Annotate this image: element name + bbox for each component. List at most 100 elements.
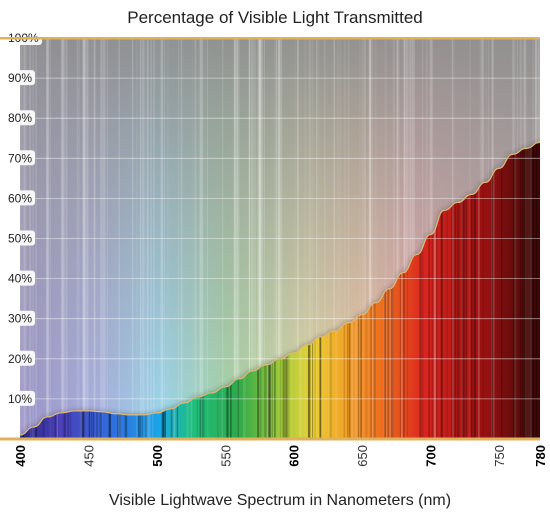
y-tick: 30% (4, 310, 35, 326)
spectrum-stripe (535, 142, 537, 439)
y-tick: 60% (4, 190, 35, 206)
plot-area (20, 38, 540, 439)
x-tick-label: 600 (287, 445, 302, 467)
spectrum-stripe (492, 142, 493, 439)
spectrum-stripe (529, 142, 530, 439)
spectrum-stripe (419, 142, 422, 439)
y-tick-box (4, 310, 35, 326)
y-tick-label: 40% (8, 272, 32, 286)
y-tick: 10% (4, 390, 35, 406)
spectrum-stripe (520, 142, 522, 439)
x-tick-label: 700 (424, 445, 439, 467)
spectrum-stripe (407, 142, 408, 439)
y-axis-ticks: 10%20%30%40%50%60%70%80%90%100% (4, 30, 42, 406)
spectrum-stripe (392, 142, 393, 439)
spectrum-stripe (514, 142, 515, 439)
y-tick-label: 50% (8, 232, 32, 246)
spectrum-stripe (435, 142, 438, 439)
y-tick-box (4, 150, 35, 166)
x-tick-label: 450 (81, 445, 96, 467)
y-tick-label: 90% (8, 71, 32, 85)
spectrum-stripe (525, 142, 527, 439)
spectrum-stripe (473, 142, 476, 439)
top-border (0, 37, 540, 40)
area-fill (20, 142, 540, 439)
spectrum-stripe (421, 142, 424, 439)
spectrum-stripe (513, 142, 515, 439)
spectrum-stripe (452, 142, 454, 439)
spectrum-stripe (532, 142, 535, 439)
y-tick-label: 30% (8, 312, 32, 326)
spectrum-stripe (440, 142, 443, 439)
y-tick: 40% (4, 270, 35, 286)
spectrum-stripe (523, 142, 525, 439)
spectrum-stripe (462, 142, 465, 439)
spectrum-stripe (525, 142, 527, 439)
spectrum-stripe (457, 142, 460, 439)
x-tick-label: 550 (218, 445, 233, 467)
y-tick: 20% (4, 350, 35, 366)
transmission-curve (20, 141, 540, 436)
spectrum-stripe (465, 142, 467, 439)
spectrum-stripe (529, 142, 531, 439)
chart-title: Percentage of Visible Light Transmitted (127, 8, 422, 27)
spectrum-stripe (478, 142, 480, 439)
spectrum-stripe (468, 142, 471, 439)
spectrum-stripe (428, 142, 430, 439)
spectrum-stripe (528, 142, 531, 439)
spectrum-stripe (401, 142, 405, 439)
y-tick-label: 20% (8, 352, 32, 366)
y-tick-box (4, 350, 35, 366)
spectrum-stripe (523, 142, 526, 439)
y-tick-label: 70% (8, 151, 32, 165)
spectrum-stripe (386, 142, 390, 439)
x-tick-label: 780 (533, 445, 548, 467)
spectrum-stripe (390, 142, 394, 439)
spectrum-stripe (446, 142, 448, 439)
x-tick-label: 750 (492, 445, 507, 467)
spectrum-stripe (433, 142, 436, 439)
spectrum-stripe (399, 142, 401, 439)
spectrum-stripe (529, 142, 532, 439)
spectrum-stripe (450, 142, 454, 439)
x-tick-label: 650 (355, 445, 370, 467)
spectrum-stripe (523, 142, 526, 439)
y-tick-box (4, 70, 35, 86)
x-tick-label: 400 (13, 445, 28, 467)
x-axis-line (0, 437, 540, 441)
spectrum-stripe (431, 142, 433, 439)
spectrum-stripe (402, 142, 405, 439)
spectrum-stripe (530, 142, 532, 439)
spectrum-stripe (482, 142, 485, 439)
spectrum-stripe (454, 142, 457, 439)
spectrum-stripe (522, 142, 525, 439)
y-tick: 50% (4, 230, 35, 246)
spectrum-stripe (432, 142, 433, 439)
y-tick-box (4, 390, 35, 406)
y-tick: 70% (4, 150, 35, 166)
x-axis-ticks: 400 450 500 550 600 650 700 750 780 (13, 445, 548, 467)
grid-lines (20, 77, 540, 400)
spectrum-stripe (433, 142, 436, 439)
y-tick: 90% (4, 70, 35, 86)
spectrum-stripe (471, 142, 473, 439)
spectrum-stripe (513, 142, 515, 439)
spectrum-stripe (386, 142, 388, 439)
y-tick-box (4, 230, 35, 246)
y-tick-label: 80% (8, 111, 32, 125)
y-tick-label: 10% (8, 392, 32, 406)
spectrum-stripe (526, 142, 528, 439)
spectrum-stripe (492, 142, 495, 439)
x-tick-label: 500 (150, 445, 165, 467)
spectrum-stripe (478, 142, 479, 439)
spectrum-stripe (461, 142, 463, 439)
spectrum-stripe (389, 142, 392, 439)
spectrum-stripe (480, 142, 482, 439)
y-tick: 80% (4, 110, 35, 126)
y-tick-box (4, 190, 35, 206)
y-tick-label: 60% (8, 191, 32, 205)
x-axis-label: Visible Lightwave Spectrum in Nanometers… (109, 492, 451, 509)
spectrum-stripe (514, 142, 517, 439)
spectrum-stripe (491, 142, 494, 439)
